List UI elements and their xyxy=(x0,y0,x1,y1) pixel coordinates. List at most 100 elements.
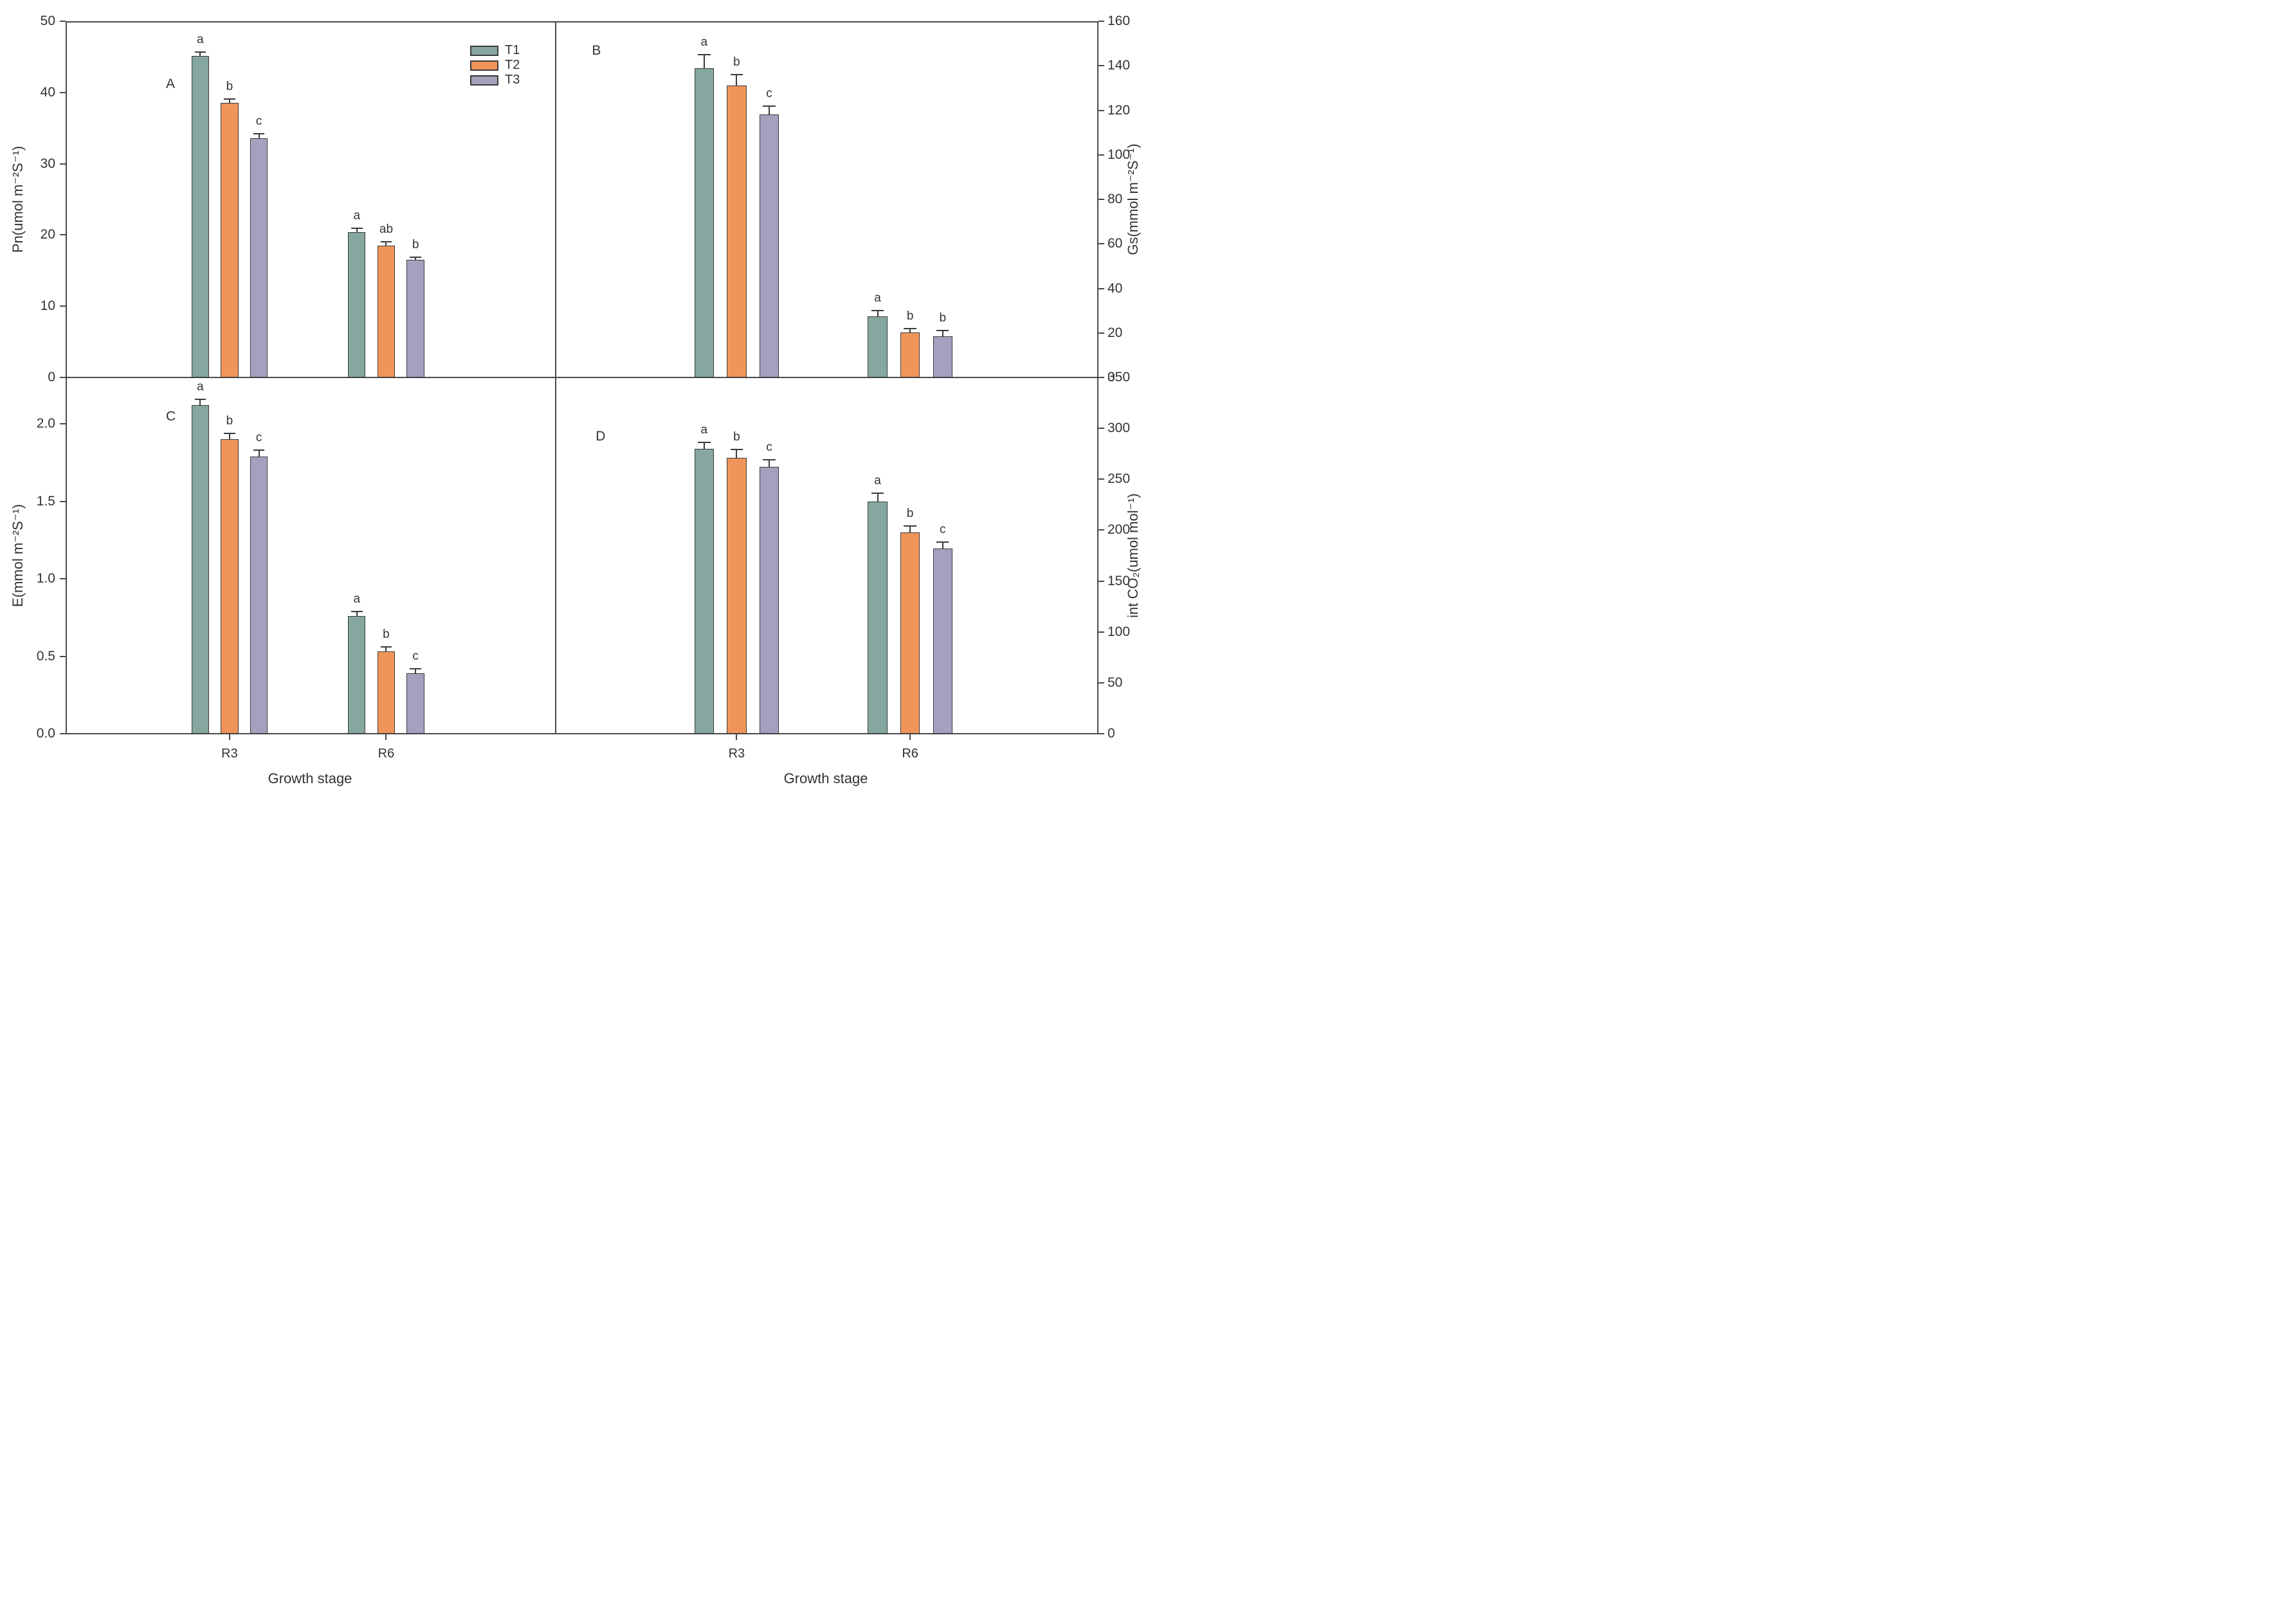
panel-letter-D: D xyxy=(596,429,606,444)
y-tick-C-1.0 xyxy=(60,578,66,580)
bar-T2-R3-D xyxy=(727,458,747,734)
y-tick-label-D-100: 100 xyxy=(1107,624,1131,639)
error-whisker-T1-R3-C xyxy=(199,399,201,406)
x-tick-R3-D xyxy=(736,734,738,740)
error-whisker-T1-R3-B xyxy=(703,54,705,68)
error-cap-T2-R6-D xyxy=(904,525,916,527)
y-tick-label-B-40: 40 xyxy=(1107,280,1123,296)
error-whisker-T1-R6-C xyxy=(356,611,358,616)
y-tick-C-0.0 xyxy=(60,733,66,734)
bar-T2-R6-C xyxy=(377,651,396,734)
y-tick-D-250 xyxy=(1098,478,1104,480)
bar-T1-R3-B xyxy=(694,68,714,377)
legend-label-t2: T2 xyxy=(505,58,520,72)
bar-T3-R6-B xyxy=(933,336,952,377)
y-tick-D-100 xyxy=(1098,631,1104,633)
panel-letter-C: C xyxy=(166,408,176,424)
y-tick-C-1.5 xyxy=(60,500,66,502)
sig-letter-T3-R6-C: c xyxy=(412,649,419,663)
y-tick-label-D-50: 50 xyxy=(1107,675,1123,690)
y-tick-B-40 xyxy=(1098,287,1104,289)
y-tick-label-A-40: 40 xyxy=(40,84,55,100)
y-tick-B-80 xyxy=(1098,199,1104,200)
error-cap-T3-R6-A xyxy=(410,256,421,258)
error-whisker-T3-R3-D xyxy=(768,460,770,467)
sig-letter-T1-R3-D: a xyxy=(700,423,708,437)
error-whisker-T3-R6-B xyxy=(942,331,943,336)
y-tick-B-140 xyxy=(1098,65,1104,67)
sig-letter-T3-R3-D: c xyxy=(766,440,772,455)
bar-T2-R6-A xyxy=(377,246,396,377)
x-tick-label-R3-C: R3 xyxy=(221,747,238,761)
sig-letter-T3-R6-A: b xyxy=(412,237,419,251)
y-tick-label-B-160: 160 xyxy=(1107,14,1131,28)
y-tick-label-B-20: 20 xyxy=(1107,325,1123,340)
y-tick-label-D-0: 0 xyxy=(1107,726,1115,741)
error-cap-T2-R3-C xyxy=(224,432,235,434)
error-whisker-T3-R3-A xyxy=(258,134,260,138)
error-whisker-T1-R3-D xyxy=(703,442,705,449)
error-cap-T2-R3-A xyxy=(224,98,235,100)
x-tick-R6-D xyxy=(909,734,911,740)
bar-T2-R6-D xyxy=(900,532,920,734)
y-tick-label-B-60: 60 xyxy=(1107,236,1123,251)
x-tick-label-R6-C: R6 xyxy=(378,747,395,761)
error-cap-T3-R3-D xyxy=(763,459,776,461)
legend: T1 T2 T3 xyxy=(470,44,520,89)
error-cap-T1-R3-C xyxy=(194,398,206,400)
y-tick-D-300 xyxy=(1098,428,1104,430)
sig-letter-T2-R3-C: b xyxy=(226,413,233,428)
bar-T3-R3-A xyxy=(250,138,268,377)
y-tick-A-30 xyxy=(60,163,66,165)
y-tick-label-D-350: 350 xyxy=(1107,370,1131,385)
sig-letter-T2-R6-A: ab xyxy=(379,222,394,237)
sig-letter-T1-R6-D: a xyxy=(874,474,881,488)
y-tick-D-200 xyxy=(1098,529,1104,531)
y-tick-D-150 xyxy=(1098,580,1104,582)
x-tick-R6-C xyxy=(385,734,387,740)
y-tick-label-A-30: 30 xyxy=(40,156,55,171)
y-tick-label-D-250: 250 xyxy=(1107,471,1131,487)
sig-letter-T3-R3-B: c xyxy=(766,86,772,100)
plot-divider-horizontal xyxy=(66,377,1098,378)
panel-letter-A: A xyxy=(166,76,176,91)
y-tick-B-20 xyxy=(1098,332,1104,334)
legend-item-t2: T2 xyxy=(470,58,520,72)
y-tick-label-B-100: 100 xyxy=(1107,147,1131,162)
error-whisker-T3-R3-C xyxy=(258,450,260,457)
error-whisker-T2-R6-B xyxy=(909,328,911,332)
y-tick-B-60 xyxy=(1098,243,1104,245)
y-tick-label-C-0.0: 0.0 xyxy=(36,726,55,741)
error-whisker-T1-R6-A xyxy=(356,228,358,232)
legend-swatch-t3 xyxy=(470,75,498,86)
y-tick-label-D-200: 200 xyxy=(1107,522,1131,538)
error-whisker-T2-R6-C xyxy=(385,647,387,652)
sig-letter-T2-R3-D: b xyxy=(733,430,740,444)
y-tick-A-40 xyxy=(60,91,66,93)
error-cap-T2-R6-A xyxy=(380,241,392,243)
y-tick-A-20 xyxy=(60,234,66,236)
bar-T1-R3-A xyxy=(191,56,209,377)
y-tick-A-50 xyxy=(60,21,66,22)
plot-frame-bottom xyxy=(66,733,1098,734)
y-tick-A-0 xyxy=(60,377,66,378)
legend-label-t3: T3 xyxy=(505,73,520,87)
y-tick-label-C-2.0: 2.0 xyxy=(36,416,55,431)
y-tick-C-0.5 xyxy=(60,655,66,657)
y-tick-label-B-80: 80 xyxy=(1107,192,1123,206)
y-tick-label-A-10: 10 xyxy=(40,298,55,314)
sig-letter-T2-R3-B: b xyxy=(733,55,740,69)
error-whisker-T3-R6-A xyxy=(415,257,417,260)
y-axis-title-B: Gs(mmol m⁻²S⁻¹) xyxy=(1125,143,1141,255)
error-cap-T1-R3-B xyxy=(698,53,711,55)
error-cap-T1-R6-C xyxy=(351,610,363,612)
error-cap-T2-R6-B xyxy=(904,327,916,329)
y-tick-label-A-0: 0 xyxy=(48,370,55,385)
sig-letter-T3-R6-D: c xyxy=(939,523,946,537)
bar-T1-R6-B xyxy=(868,316,888,377)
plot-frame-top xyxy=(66,21,1098,23)
sig-letter-T1-R3-A: a xyxy=(196,32,204,46)
error-whisker-T2-R3-C xyxy=(228,433,230,440)
